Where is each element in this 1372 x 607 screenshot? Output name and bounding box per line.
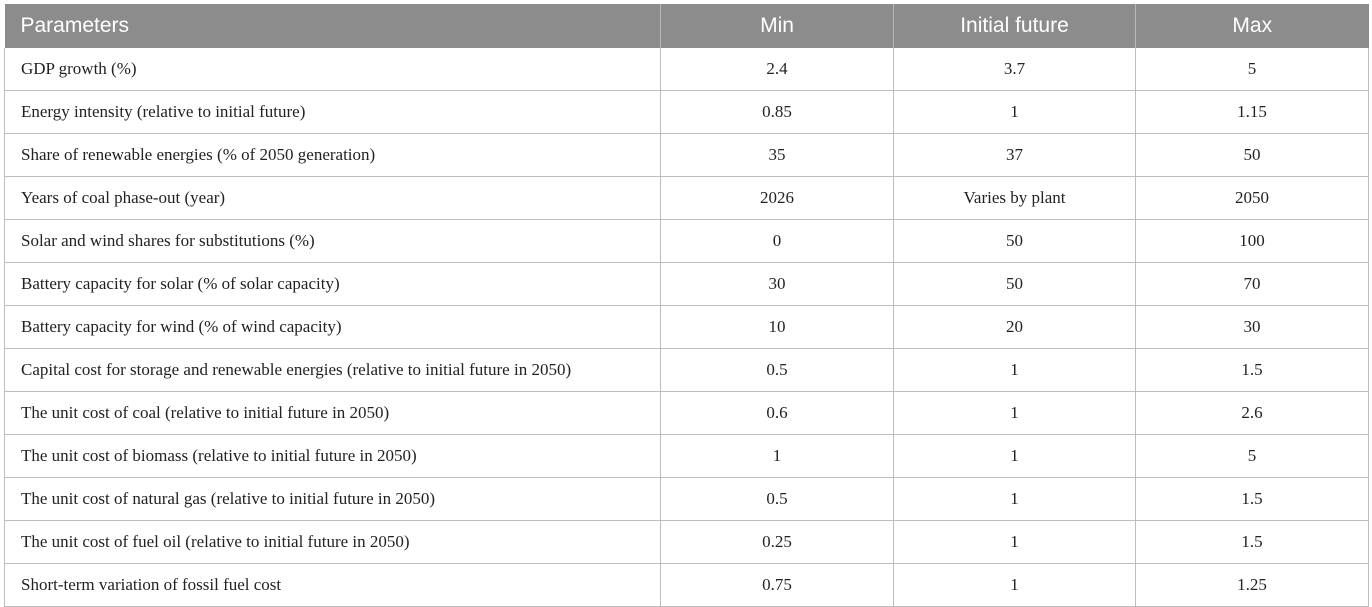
initial-future-cell: 50 — [893, 262, 1136, 306]
max-cell: 50 — [1135, 133, 1369, 177]
initial-future-cell: 1 — [893, 520, 1136, 564]
parameter-cell: Battery capacity for solar (% of solar c… — [4, 262, 661, 306]
table-row: The unit cost of natural gas (relative t… — [4, 477, 1369, 521]
parameters-table: Parameters Min Initial future Max GDP gr… — [4, 4, 1369, 607]
table-body: GDP growth (%) 2.4 3.7 5 Energy intensity (r… — [4, 48, 1369, 607]
initial-future-cell: 1 — [893, 391, 1136, 435]
max-cell: 100 — [1135, 219, 1369, 263]
table-row: The unit cost of fuel oil (relative to i… — [4, 520, 1369, 564]
initial-future-cell: Varies by plant — [893, 176, 1136, 220]
initial-future-cell: 1 — [893, 563, 1136, 607]
table-row: Capital cost for storage and renewable e… — [4, 348, 1369, 392]
header-min: Min — [660, 4, 894, 48]
parameter-cell: GDP growth (%) — [4, 48, 661, 91]
parameter-cell: The unit cost of biomass (relative to in… — [4, 434, 661, 478]
max-cell: 70 — [1135, 262, 1369, 306]
table-row: GDP growth (%) 2.4 3.7 5 — [4, 48, 1369, 91]
min-cell: 1 — [660, 434, 894, 478]
initial-future-cell: 1 — [893, 477, 1136, 521]
min-cell: 0.25 — [660, 520, 894, 564]
initial-future-cell: 1 — [893, 348, 1136, 392]
table-row: The unit cost of biomass (relative to in… — [4, 434, 1369, 478]
max-cell: 1.25 — [1135, 563, 1369, 607]
min-cell: 30 — [660, 262, 894, 306]
parameter-cell: Share of renewable energies (% of 2050 g… — [4, 133, 661, 177]
initial-future-cell: 20 — [893, 305, 1136, 349]
max-cell: 2050 — [1135, 176, 1369, 220]
table-header: Parameters Min Initial future Max — [4, 4, 1369, 48]
max-cell: 1.5 — [1135, 520, 1369, 564]
min-cell: 0 — [660, 219, 894, 263]
max-cell: 5 — [1135, 434, 1369, 478]
initial-future-cell: 3.7 — [893, 48, 1136, 91]
header-max: Max — [1135, 4, 1369, 48]
initial-future-cell: 1 — [893, 90, 1136, 134]
header-initial-future: Initial future — [893, 4, 1136, 48]
min-cell: 0.75 — [660, 563, 894, 607]
min-cell: 2026 — [660, 176, 894, 220]
parameter-cell: Solar and wind shares for substitutions … — [4, 219, 661, 263]
max-cell: 30 — [1135, 305, 1369, 349]
min-cell: 0.85 — [660, 90, 894, 134]
table-row: Solar and wind shares for substitutions … — [4, 219, 1369, 263]
max-cell: 5 — [1135, 48, 1369, 91]
min-cell: 0.6 — [660, 391, 894, 435]
parameters-table-container: Parameters Min Initial future Max GDP gr… — [4, 4, 1369, 607]
max-cell: 1.15 — [1135, 90, 1369, 134]
table-row: Energy intensity (relative to initial fu… — [4, 90, 1369, 134]
max-cell: 1.5 — [1135, 477, 1369, 521]
initial-future-cell: 37 — [893, 133, 1136, 177]
min-cell: 10 — [660, 305, 894, 349]
table-row: Short-term variation of fossil fuel cost… — [4, 563, 1369, 607]
header-row: Parameters Min Initial future Max — [4, 4, 1369, 48]
table-row: Battery capacity for solar (% of solar c… — [4, 262, 1369, 306]
initial-future-cell: 1 — [893, 434, 1136, 478]
parameter-cell: Energy intensity (relative to initial fu… — [4, 90, 661, 134]
parameter-cell: Battery capacity for wind (% of wind cap… — [4, 305, 661, 349]
max-cell: 1.5 — [1135, 348, 1369, 392]
parameter-cell: The unit cost of fuel oil (relative to i… — [4, 520, 661, 564]
table-row: The unit cost of coal (relative to initi… — [4, 391, 1369, 435]
parameter-cell: Capital cost for storage and renewable e… — [4, 348, 661, 392]
parameter-cell: The unit cost of coal (relative to initi… — [4, 391, 661, 435]
table-row: Years of coal phase-out (year) 2026 Varies… — [4, 176, 1369, 220]
parameter-cell: Years of coal phase-out (year) — [4, 176, 661, 220]
min-cell: 0.5 — [660, 348, 894, 392]
min-cell: 2.4 — [660, 48, 894, 91]
table-row: Battery capacity for wind (% of wind cap… — [4, 305, 1369, 349]
min-cell: 0.5 — [660, 477, 894, 521]
table-row: Share of renewable energies (% of 2050 g… — [4, 133, 1369, 177]
initial-future-cell: 50 — [893, 219, 1136, 263]
max-cell: 2.6 — [1135, 391, 1369, 435]
min-cell: 35 — [660, 133, 894, 177]
header-parameters: Parameters — [4, 4, 661, 48]
parameter-cell: The unit cost of natural gas (relative t… — [4, 477, 661, 521]
parameter-cell: Short-term variation of fossil fuel cost — [4, 563, 661, 607]
